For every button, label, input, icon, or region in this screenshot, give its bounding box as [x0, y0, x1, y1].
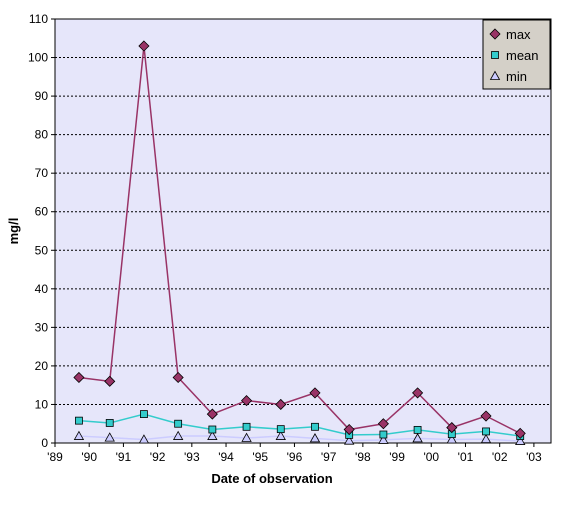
- y-tick-label: 80: [35, 128, 49, 142]
- data-point-max: [172, 371, 184, 384]
- x-tick-label: '99: [389, 450, 405, 464]
- x-tick-label: '96: [287, 450, 303, 464]
- x-tick-label: '03: [526, 450, 542, 464]
- data-point-min: [73, 430, 85, 440]
- data-point-max: [377, 418, 389, 430]
- y-tick-label: 30: [35, 320, 49, 334]
- data-point-mean: [311, 422, 319, 431]
- data-point-mean: [174, 419, 183, 428]
- data-point-min: [343, 435, 355, 445]
- data-point-max: [309, 387, 321, 399]
- series-line-min: [78, 435, 521, 442]
- data-point-min: [480, 433, 492, 444]
- y-axis-label: mg/l: [6, 218, 21, 245]
- plot-area: [54, 18, 552, 444]
- series-max: [73, 40, 526, 439]
- data-point-max: [480, 410, 492, 422]
- data-point-min: [275, 430, 286, 440]
- data-point-mean: [482, 427, 490, 436]
- legend-label-max: max: [506, 27, 531, 42]
- series-layer: [73, 40, 526, 445]
- x-tick-label: '92: [150, 450, 166, 464]
- data-point-min: [241, 432, 252, 442]
- x-tick-label: '02: [492, 450, 508, 464]
- series-line-mean: [78, 413, 521, 437]
- data-point-max: [206, 408, 218, 420]
- data-point-mean: [413, 425, 422, 434]
- legend-item-mean: mean: [491, 48, 539, 63]
- y-tick-label: 10: [35, 397, 49, 411]
- data-point-max: [446, 422, 458, 434]
- y-tick-label: 90: [35, 89, 49, 103]
- y-tick-label: 60: [35, 205, 49, 219]
- y-tick-label: 70: [35, 166, 49, 180]
- x-tick-label: '90: [81, 450, 97, 464]
- data-point-max: [412, 387, 424, 399]
- x-tick-label: '98: [355, 450, 371, 464]
- data-point-min: [104, 432, 115, 442]
- x-tick-label: '89: [47, 450, 63, 464]
- gridlines: [55, 57, 551, 405]
- data-point-min: [138, 434, 150, 444]
- data-point-max: [104, 375, 116, 387]
- data-point-min: [412, 433, 423, 443]
- data-point-max: [73, 371, 85, 384]
- x-tick-label: '01: [458, 450, 474, 464]
- legend-items: max mean min: [489, 27, 539, 84]
- data-point-min: [309, 433, 321, 443]
- legend-marker-max: [489, 28, 501, 40]
- y-tick-label: 50: [35, 243, 49, 257]
- legend-item-min: min: [489, 69, 527, 84]
- x-tick-label: '91: [116, 450, 132, 464]
- legend-marker-mean: [491, 51, 499, 59]
- data-point-mean: [276, 425, 285, 434]
- data-point-max: [275, 398, 287, 411]
- data-point-mean: [208, 425, 217, 434]
- x-tick-label: '93: [184, 450, 200, 464]
- data-point-mean: [379, 430, 388, 439]
- legend-marker-min: [489, 70, 501, 80]
- data-point-max: [514, 427, 526, 439]
- data-point-mean: [75, 416, 83, 425]
- data-point-min: [446, 434, 457, 444]
- y-tick-label: 40: [35, 282, 49, 296]
- x-axis-label: Date of observation: [211, 471, 332, 486]
- data-point-min: [172, 430, 184, 440]
- data-point-max: [138, 40, 150, 52]
- data-point-max: [343, 423, 355, 436]
- x-tick-label: '94: [218, 450, 234, 464]
- data-point-mean: [140, 410, 148, 418]
- data-point-mean: [105, 419, 114, 427]
- y-tick-label: 20: [35, 359, 49, 373]
- axes: 0 10 20 30 40 50 60 70 80 90 100 110 '89 '90 '91 '92 '93…: [28, 12, 542, 464]
- x-tick-label: '95: [252, 450, 268, 464]
- data-point-mean: [242, 422, 251, 431]
- data-point-max: [240, 395, 253, 407]
- data-point-min: [207, 430, 218, 440]
- legend-label-mean: mean: [506, 48, 539, 63]
- legend: max mean min: [482, 19, 551, 90]
- y-tick-label: 0: [41, 436, 48, 450]
- series-line-max: [78, 45, 521, 435]
- y-tick-label: 110: [29, 12, 48, 26]
- x-tick-label: '97: [321, 450, 337, 464]
- legend-label-min: min: [506, 69, 527, 84]
- y-tick-label: 100: [28, 51, 48, 65]
- legend-item-max: max: [489, 27, 531, 42]
- data-point-min: [515, 435, 526, 445]
- series-min: [73, 430, 526, 445]
- data-point-min: [378, 434, 389, 444]
- x-tick-label: '00: [423, 450, 439, 464]
